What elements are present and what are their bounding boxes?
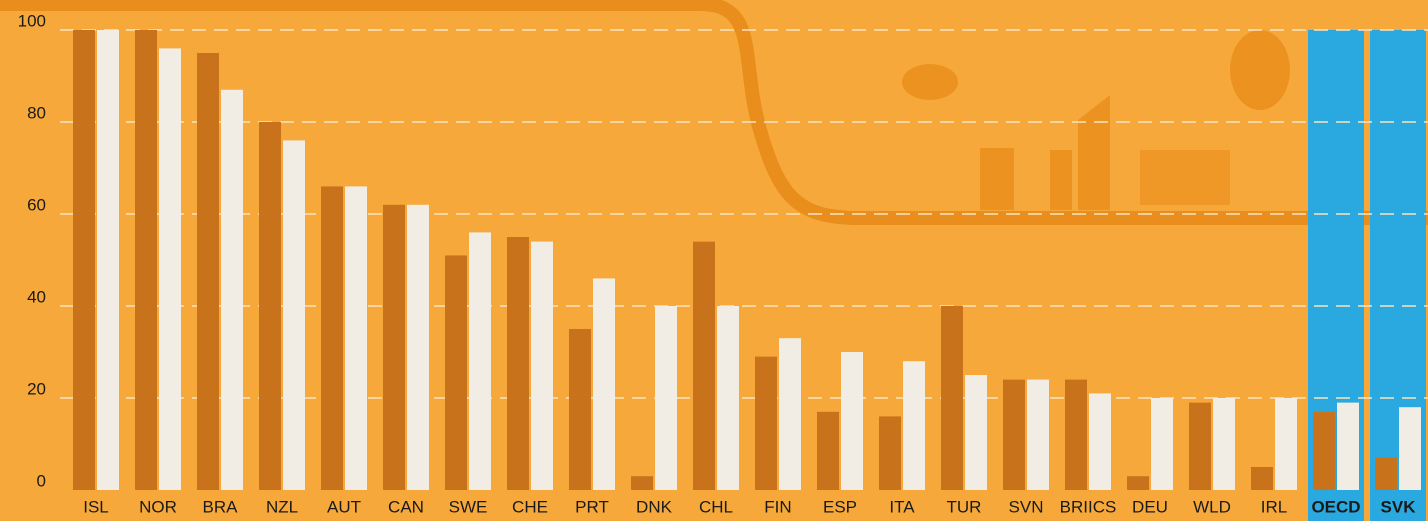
bar <box>1189 402 1211 490</box>
x-tick-label: DEU <box>1132 497 1168 516</box>
bar <box>569 329 591 490</box>
x-tick-label: WLD <box>1193 497 1231 516</box>
bar <box>1127 476 1149 490</box>
x-tick-label: ISL <box>83 497 109 516</box>
x-tick-label: ITA <box>889 497 915 516</box>
x-tick-label: SWE <box>449 497 488 516</box>
bar <box>1275 398 1297 490</box>
x-tick-label: SVK <box>1381 497 1417 516</box>
x-tick-label: ESP <box>823 497 857 516</box>
bar <box>321 186 343 490</box>
x-tick-label: IRL <box>1261 497 1287 516</box>
bar <box>779 338 801 490</box>
bar <box>755 356 777 490</box>
y-tick-label: 60 <box>27 195 46 214</box>
bar <box>283 140 305 490</box>
x-tick-label: BRA <box>203 497 239 516</box>
bar <box>407 204 429 491</box>
bar <box>655 306 677 490</box>
y-tick-label: 0 <box>37 471 46 490</box>
bar <box>507 237 529 490</box>
bar <box>1399 407 1421 490</box>
bar <box>159 48 181 491</box>
bar <box>97 30 119 490</box>
bar <box>1089 393 1111 490</box>
x-tick-label: AUT <box>327 497 361 516</box>
bar <box>345 186 367 490</box>
x-tick-label: SVN <box>1009 497 1044 516</box>
bar <box>1151 398 1173 490</box>
bar <box>1251 467 1273 490</box>
bar <box>841 352 863 490</box>
bar <box>1375 457 1397 490</box>
bar <box>593 278 615 490</box>
x-tick-label: CAN <box>388 497 424 516</box>
bar <box>965 375 987 490</box>
x-tick-label: CHE <box>512 497 548 516</box>
bar <box>135 30 157 490</box>
bar <box>221 89 243 491</box>
bar <box>1027 379 1049 490</box>
bar <box>1313 411 1335 490</box>
bar <box>693 241 715 490</box>
bar <box>631 476 653 490</box>
y-tick-label: 100 <box>18 11 46 30</box>
x-tick-label: NZL <box>266 497 298 516</box>
bar <box>383 204 405 491</box>
bar <box>73 30 95 490</box>
x-tick-label: CHL <box>699 497 733 516</box>
x-tick-label: BRIICS <box>1060 497 1117 516</box>
bar <box>197 53 219 490</box>
bar <box>1213 398 1235 490</box>
x-tick-label: DNK <box>636 497 673 516</box>
bar <box>879 416 901 490</box>
bar <box>531 241 553 490</box>
y-tick-label: 20 <box>27 379 46 398</box>
bar <box>717 306 739 490</box>
x-tick-label: NOR <box>139 497 177 516</box>
y-tick-label: 80 <box>27 103 46 122</box>
x-tick-label: PRT <box>575 497 609 516</box>
x-tick-label: TUR <box>947 497 982 516</box>
decoration-icons <box>902 30 1290 210</box>
bar <box>817 411 839 490</box>
x-tick-label: FIN <box>764 497 791 516</box>
bar <box>445 255 467 490</box>
x-tick-label: OECD <box>1311 497 1360 516</box>
bar <box>903 361 925 490</box>
bar <box>1065 379 1087 490</box>
bar <box>1337 402 1359 490</box>
bar <box>1003 379 1025 490</box>
y-tick-label: 40 <box>27 287 46 306</box>
bar <box>259 122 281 490</box>
bar <box>469 232 491 490</box>
bar <box>941 306 963 490</box>
